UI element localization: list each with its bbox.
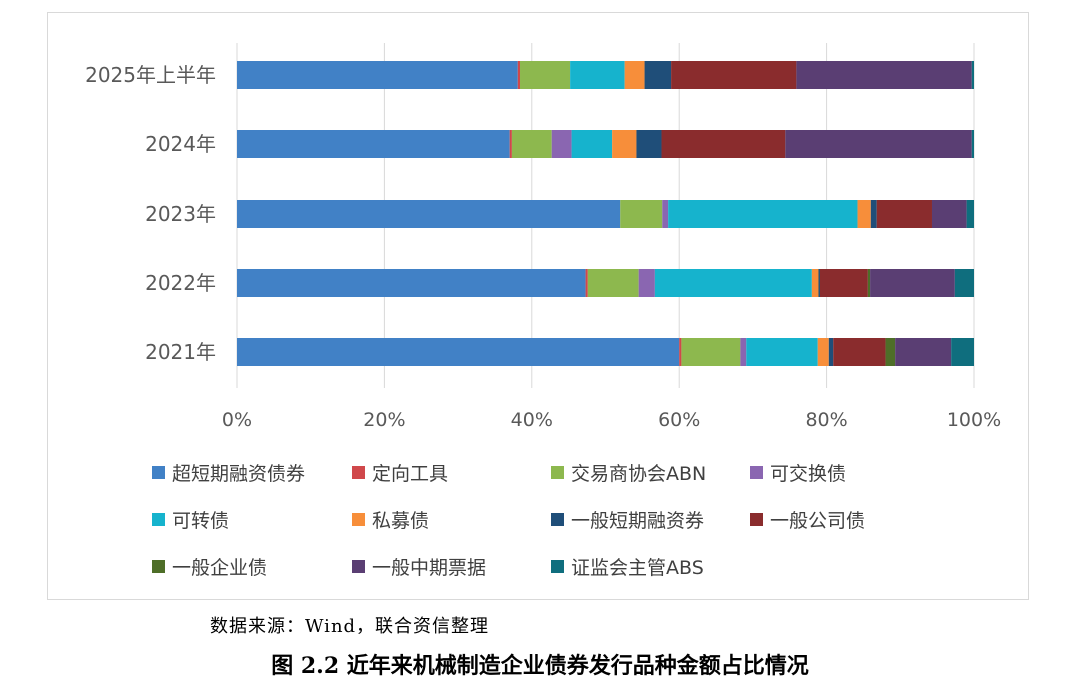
- bar-segment: [746, 338, 818, 366]
- legend-swatch: [551, 560, 564, 573]
- bar-segment: [679, 338, 682, 366]
- legend-label: 一般短期融资券: [571, 510, 704, 532]
- legend-label: 一般中期票据: [372, 557, 486, 579]
- legend-label: 私募债: [372, 510, 429, 532]
- bar-segment: [612, 130, 637, 158]
- bar-segment: [828, 338, 834, 366]
- legend-label: 定向工具: [372, 463, 448, 485]
- bar-segment: [681, 338, 741, 366]
- category-labels: 2025年上半年 2024年 2023年 2022年 2021年: [85, 63, 216, 364]
- bar-segment: [644, 61, 672, 89]
- legend-swatch: [152, 466, 165, 479]
- bar-segment: [517, 61, 521, 89]
- bar-segment: [796, 61, 972, 89]
- x-tick-labels: 0% 20% 40% 60% 80% 100%: [222, 409, 1001, 431]
- legend-swatch: [352, 513, 365, 526]
- bar-segment: [811, 269, 819, 297]
- bar-segment: [857, 200, 871, 228]
- bar-segment: [237, 338, 680, 366]
- bar-segment: [833, 338, 886, 366]
- category-label: 2023年: [145, 202, 216, 226]
- bar-segment: [931, 200, 967, 228]
- bar-segment: [636, 130, 662, 158]
- bar-segment: [587, 269, 639, 297]
- legend-label: 超短期融资债券: [172, 463, 305, 485]
- bar-segment: [509, 130, 512, 158]
- bar-segment: [876, 200, 932, 228]
- chart-frame: 2025年上半年 2024年 2023年 2022年 2021年 0% 20% 40% 60%…: [47, 12, 1029, 600]
- bar-segment: [885, 338, 896, 366]
- bar-segment: [585, 269, 588, 297]
- bar-segment: [819, 269, 868, 297]
- legend-swatch: [551, 466, 564, 479]
- legend-swatch: [152, 560, 165, 573]
- bar-segment: [237, 269, 586, 297]
- bar-segment: [654, 269, 812, 297]
- bar-segment: [661, 130, 786, 158]
- bar-segment: [237, 130, 510, 158]
- legend-swatch: [352, 466, 365, 479]
- x-tick-label: 20%: [363, 409, 405, 431]
- x-tick-label: 0%: [222, 409, 252, 431]
- bar-segment: [551, 130, 572, 158]
- bar-segment: [571, 130, 613, 158]
- bar-segment: [954, 269, 974, 297]
- legend-swatch: [152, 513, 165, 526]
- bar-segment: [966, 200, 974, 228]
- bar-segment: [671, 61, 797, 89]
- x-tick-label: 60%: [658, 409, 700, 431]
- legend-label: 证监会主管ABS: [571, 557, 704, 579]
- x-tick-label: 80%: [805, 409, 847, 431]
- legend-label: 可交换债: [770, 463, 846, 485]
- bar-segment: [895, 338, 952, 366]
- bar-segment: [511, 130, 552, 158]
- category-label: 2022年: [145, 271, 216, 295]
- bar-segment: [951, 338, 974, 366]
- bar-segment: [971, 61, 974, 89]
- bar-segment: [740, 338, 747, 366]
- bar-segment: [971, 130, 974, 158]
- bar-segment: [570, 61, 625, 89]
- category-label: 2021年: [145, 340, 216, 364]
- bar-segment: [662, 200, 669, 228]
- legend-label: 一般企业债: [172, 557, 267, 579]
- bar-segment: [668, 200, 858, 228]
- bar-segment: [818, 269, 820, 297]
- x-tick-label: 40%: [511, 409, 553, 431]
- bar-segment: [520, 61, 571, 89]
- figure-caption: 图 2.2 近年来机械制造企业债券发行品种金额占比情况: [271, 653, 809, 679]
- legend-label: 一般公司债: [770, 510, 865, 532]
- bar-segment: [620, 200, 663, 228]
- stacked-bar-chart: 2025年上半年 2024年 2023年 2022年 2021年 0% 20% 40% 60%…: [85, 43, 1001, 579]
- bar-segment: [624, 61, 645, 89]
- bar-segment: [817, 338, 829, 366]
- x-tick-label: 100%: [947, 409, 1001, 431]
- legend-swatch: [750, 466, 763, 479]
- bar-layer: [237, 61, 974, 366]
- bar-segment: [870, 200, 877, 228]
- legend-swatch: [750, 513, 763, 526]
- bar-segment: [867, 269, 871, 297]
- bar-segment: [237, 200, 621, 228]
- legend-swatch: [551, 513, 564, 526]
- bar-segment: [785, 130, 972, 158]
- bar-segment: [638, 269, 655, 297]
- legend-label: 可转债: [172, 510, 229, 532]
- category-label: 2024年: [145, 132, 216, 156]
- source-note: 数据来源：Wind，联合资信整理: [210, 616, 490, 637]
- bar-segment: [870, 269, 955, 297]
- category-label: 2025年上半年: [85, 63, 216, 87]
- bar-segment: [237, 61, 518, 89]
- legend-label: 交易商协会ABN: [571, 463, 706, 485]
- legend-swatch: [352, 560, 365, 573]
